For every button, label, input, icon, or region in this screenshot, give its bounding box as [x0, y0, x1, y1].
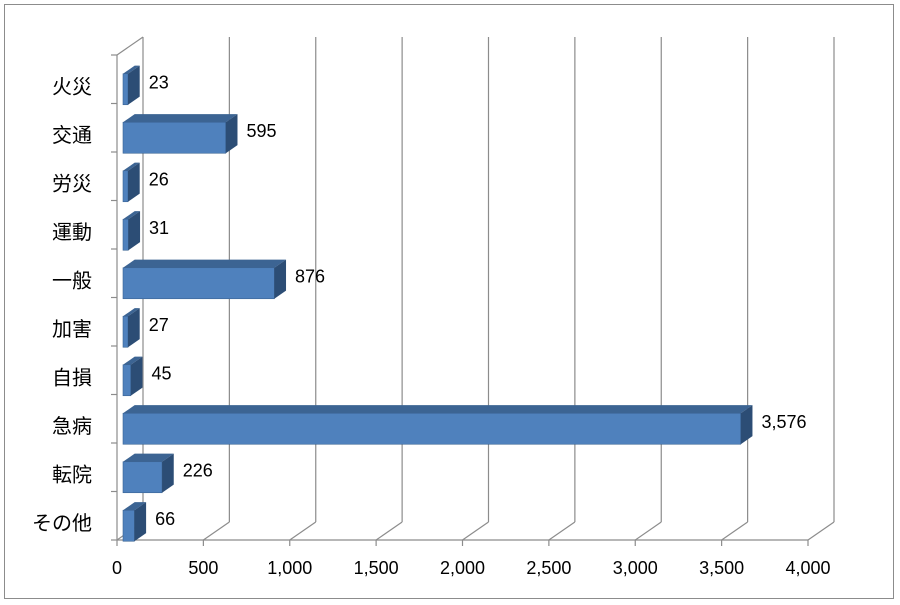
- bar-top-face: [123, 211, 141, 220]
- x-tick-label: 2,500: [526, 558, 571, 578]
- category-label: 加害: [52, 317, 92, 341]
- data-label: 595: [246, 121, 276, 141]
- bar-side-face: [128, 162, 140, 202]
- category-label: 急病: [52, 414, 92, 438]
- bar-side-face: [740, 405, 753, 445]
- bar-1: [122, 73, 129, 106]
- bar-top-face: [123, 502, 147, 511]
- bar-5: [122, 267, 275, 300]
- bars-layer: [122, 65, 753, 542]
- data-label: 26: [149, 169, 169, 189]
- bar-top-face: [123, 308, 140, 317]
- bar-top-face: [123, 405, 753, 414]
- x-tick-label: 0: [112, 558, 122, 578]
- data-label: 27: [149, 315, 169, 335]
- floor-gridline: [203, 521, 230, 541]
- data-label: 876: [295, 266, 325, 286]
- bar-top-face: [123, 259, 287, 268]
- x-tick-label: 1,000: [267, 558, 312, 578]
- floor-gridline: [462, 521, 489, 541]
- x-tick-label: 2,000: [440, 558, 485, 578]
- bar-top-face: [123, 453, 174, 462]
- labels-layer: 0 500 1,000 1,500 2,000 2,500 3,000 3,500 4,000 火…: [32, 72, 831, 578]
- category-label: 自損: [52, 365, 92, 389]
- floor-gridline: [375, 521, 403, 541]
- bar-side-face: [225, 114, 238, 154]
- bar-top-face: [123, 65, 140, 74]
- bar-side-face: [274, 259, 287, 299]
- bar-10: [122, 509, 135, 542]
- data-label: 23: [149, 72, 169, 92]
- category-label: 交通: [52, 123, 92, 147]
- bar-side-face: [130, 356, 143, 396]
- category-label: 運動: [52, 220, 92, 244]
- wall-top-edge: [116, 36, 144, 56]
- bar-4: [122, 218, 129, 251]
- x-tick-label: 3,000: [613, 558, 658, 578]
- bar-side-face: [128, 308, 140, 348]
- chart-frame: [4, 4, 894, 599]
- data-label: 226: [183, 460, 213, 480]
- bar-top-face: [123, 114, 238, 123]
- bar-top-face: [123, 356, 143, 365]
- bar-2: [122, 121, 227, 154]
- bar-side-face: [134, 502, 147, 542]
- bar-top-face: [123, 162, 140, 171]
- bar-side-face: [162, 453, 174, 493]
- category-label: 転院: [52, 462, 92, 486]
- data-label: 3,576: [761, 412, 806, 432]
- data-label: 31: [149, 218, 169, 238]
- bar-9: [122, 461, 163, 494]
- bar-3: [122, 170, 129, 203]
- bar-6: [122, 315, 129, 348]
- data-label: 45: [151, 363, 171, 383]
- x-tick-label: 4,000: [785, 558, 830, 578]
- category-label: 労災: [52, 171, 92, 195]
- floor-gridline: [289, 521, 317, 541]
- floor-gridline: [721, 521, 748, 541]
- floor-gridline: [807, 521, 835, 541]
- bar-side-face: [128, 211, 141, 251]
- floor-gridline: [634, 521, 662, 541]
- x-tick-label: 500: [188, 558, 218, 578]
- category-label: その他: [32, 511, 92, 535]
- x-tick-label: 3,500: [699, 558, 744, 578]
- data-label: 66: [155, 509, 175, 529]
- category-label: 火災: [52, 74, 92, 98]
- x-tick-label: 1,500: [354, 558, 399, 578]
- bar-side-face: [128, 65, 140, 105]
- bar-7: [122, 364, 132, 397]
- category-label: 一般: [52, 268, 92, 292]
- floor-gridline: [548, 521, 576, 541]
- bar-8: [122, 412, 742, 445]
